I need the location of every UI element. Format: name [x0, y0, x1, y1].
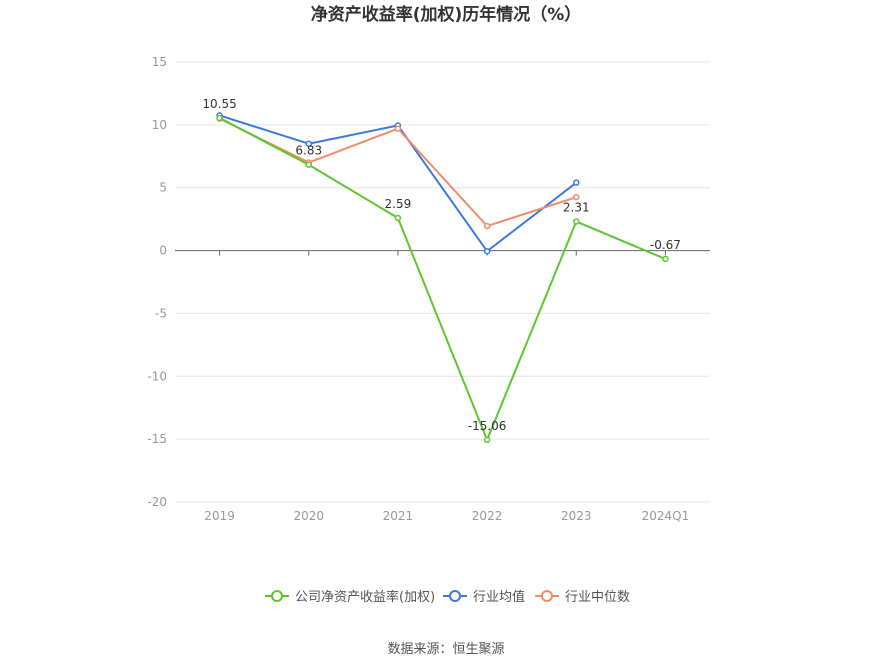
y-tick-label: -10 — [147, 369, 167, 383]
data-label: 2.59 — [385, 197, 412, 211]
data-label: -15.06 — [468, 419, 507, 433]
legend[interactable]: 公司净资产收益率(加权) 行业均值 行业中位数 — [265, 589, 630, 605]
grid — [175, 61, 710, 503]
series-line — [219, 117, 666, 441]
series-point — [573, 179, 580, 186]
x-axis: 2019 2020 2021 2022 2023 2024Q1 — [204, 250, 690, 523]
x-tick-label: 2019 — [204, 509, 235, 523]
legend-marker-icon — [271, 590, 283, 602]
data-label: 10.55 — [202, 97, 236, 111]
x-tick-label: 2022 — [472, 509, 503, 523]
series-point — [573, 218, 580, 225]
series-point — [394, 125, 402, 132]
y-tick-label: 0 — [159, 244, 167, 258]
data-label: 2.31 — [563, 201, 590, 215]
legend-label: 行业中位数 — [565, 590, 630, 605]
series-point — [483, 222, 491, 230]
series — [216, 112, 669, 444]
y-tick-label: 10 — [152, 118, 167, 132]
x-tick-label: 2021 — [383, 509, 414, 523]
series-point — [573, 193, 580, 201]
chart-title: 净资产收益率(加权)历年情况（%） — [311, 4, 582, 25]
series-point — [305, 140, 312, 147]
source-note: 数据来源：恒生聚源 — [387, 642, 504, 657]
data-label: 6.83 — [295, 144, 322, 158]
y-tick-label: 5 — [159, 181, 167, 195]
legend-label: 公司净资产收益率(加权) — [295, 589, 435, 605]
legend-item[interactable]: 行业中位数 — [535, 590, 630, 605]
legend-item[interactable]: 公司净资产收益率(加权) — [265, 589, 435, 605]
series-line — [219, 114, 577, 253]
legend-marker-icon — [541, 590, 553, 602]
legend-marker-icon — [449, 590, 461, 602]
data-labels: 10.55 6.83 2.59 -15.06 2.31 -0.67 — [202, 97, 681, 433]
legend-item[interactable]: 行业均值 — [443, 589, 525, 605]
data-label: -0.67 — [650, 238, 681, 252]
series-point — [216, 114, 223, 122]
series-point — [394, 214, 402, 222]
series-point — [483, 436, 491, 444]
y-axis: 15 10 5 0 -5 -10 -15 -20 — [147, 55, 167, 509]
y-tick-label: 15 — [152, 55, 167, 69]
legend-label: 行业均值 — [473, 589, 525, 605]
series-point — [662, 255, 669, 263]
series-point — [483, 247, 491, 255]
x-tick-label: 2020 — [293, 509, 324, 523]
y-tick-label: -15 — [147, 432, 167, 446]
x-tick-label: 2023 — [561, 509, 592, 523]
y-tick-label: -20 — [147, 495, 167, 509]
x-tick-label: 2024Q1 — [642, 509, 690, 523]
series-point — [305, 161, 312, 168]
y-tick-label: -5 — [155, 306, 167, 320]
